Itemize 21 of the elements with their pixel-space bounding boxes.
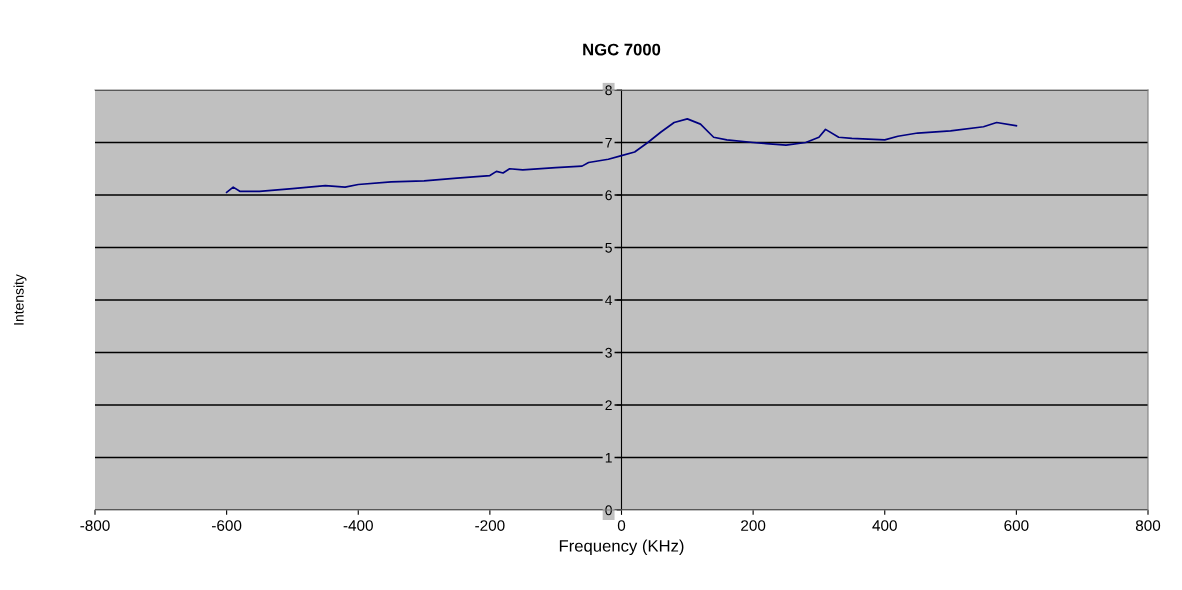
x-tick-label: -800 [80, 520, 110, 531]
y-tick-label: 4 [605, 295, 613, 306]
y-tick-label: 6 [605, 190, 612, 201]
x-tick-label: -600 [212, 520, 242, 531]
x-tick-label: 200 [741, 520, 766, 531]
y-tick-label: 7 [605, 137, 612, 148]
x-tick-label: 800 [1135, 520, 1161, 531]
x-tick-label: -400 [343, 520, 373, 531]
x-tick-label: 400 [872, 520, 897, 531]
x-tick-label: -200 [475, 520, 505, 531]
y-tick-label: 0 [605, 505, 612, 516]
y-tick-label: 2 [605, 400, 612, 411]
y-tick-label: 8 [605, 85, 612, 96]
x-axis-title: Frequency (KHz) [559, 539, 684, 556]
x-tick-label: 0 [617, 520, 626, 531]
y-tick-label: 3 [605, 347, 612, 358]
y-axis-title: Intensity [13, 274, 27, 325]
y-tick-label: 5 [605, 242, 612, 253]
chart-title: NGC 7000 [583, 43, 661, 56]
y-tick-label: 1 [605, 452, 612, 463]
x-tick-label: 600 [1004, 520, 1029, 531]
